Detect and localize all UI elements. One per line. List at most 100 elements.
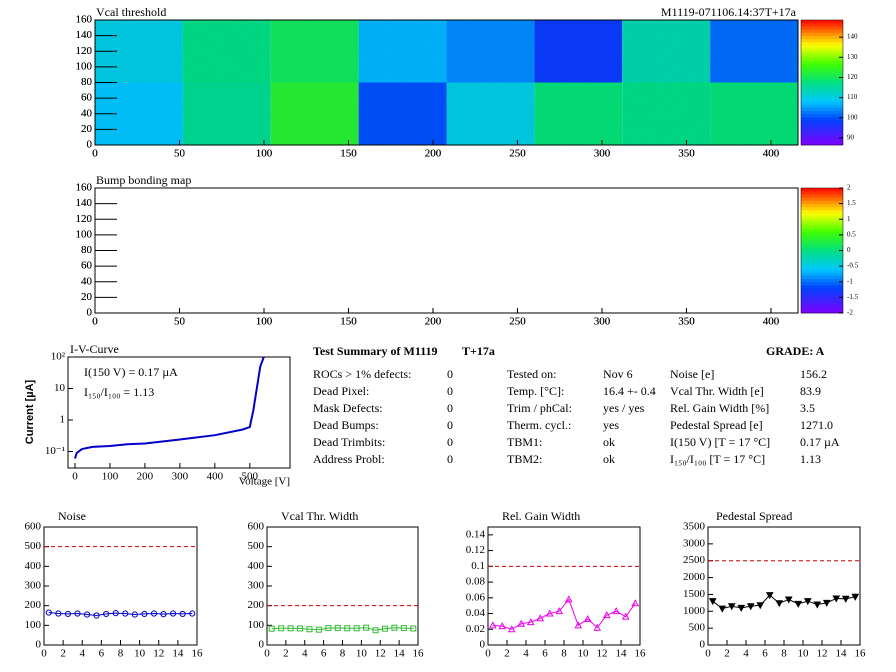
colorbar-step (801, 38, 843, 43)
grade: GRADE: A (766, 344, 825, 358)
plot-frame (707, 526, 861, 646)
marker (765, 592, 774, 600)
y-tick-label: 140 (76, 29, 93, 41)
colorbar-step (801, 213, 843, 217)
colorbar-step (801, 129, 843, 133)
x-tick-label: 200 (425, 316, 442, 328)
marker (410, 625, 417, 632)
colorbar-step (801, 70, 843, 74)
colorbar-step (801, 123, 843, 127)
summary-value: 3.5 (800, 401, 815, 415)
annotation: I₁₅₀/I₁₀₀ = 1.13 (84, 385, 154, 399)
x-tick-label: 400 (207, 471, 224, 483)
summary-label: Pedestal Spread [e] (670, 418, 763, 432)
summary-label: ROCs > 1% defects: (313, 367, 411, 381)
colorbar-step (801, 209, 843, 214)
y-tick-label: 300 (25, 580, 42, 592)
y-tick-label: 60 (81, 92, 93, 104)
colorbar-step (801, 303, 843, 308)
x-tick-label: 400 (763, 316, 780, 328)
y-tick-label: 120 (76, 45, 93, 57)
x-tick-label: 100 (256, 316, 273, 328)
colorbar-step (801, 141, 843, 146)
colorbar-step (801, 54, 843, 58)
colorbar-step (801, 82, 843, 86)
x-tick-label: 16 (192, 648, 204, 660)
x-tick-label: 150 (340, 316, 357, 328)
y-tick-label: 3500 (683, 521, 706, 533)
x-tick-label: 2 (283, 648, 289, 660)
x-tick-label: 250 (509, 148, 526, 160)
marker (564, 595, 573, 603)
x-tick-label: 16 (413, 648, 425, 660)
colorbar-step (801, 32, 843, 36)
y-tick-label: 100 (248, 619, 265, 631)
marker (325, 625, 332, 632)
y-tick-label: 60 (81, 92, 93, 104)
colorbar-step (801, 66, 843, 71)
colorbar-step (801, 116, 843, 121)
summary-value: 156.2 (800, 367, 827, 381)
x-tick-label: 8 (118, 648, 124, 660)
y-tick-label: 0.12 (466, 544, 485, 556)
colorbar-label: 1 (847, 215, 851, 223)
marker (64, 610, 72, 618)
x-tick-label: 100 (102, 471, 119, 483)
x-tick-label: 300 (594, 316, 611, 328)
marker (150, 610, 158, 617)
y-tick-label: 0 (87, 307, 93, 319)
plot-frame (67, 356, 291, 469)
marker (536, 614, 545, 622)
y-tick-label: 160 (76, 182, 93, 194)
marker (545, 609, 554, 617)
colorbar-step (801, 275, 843, 279)
colorbar-step (801, 194, 843, 198)
colorbar-step (801, 26, 843, 30)
summary-value: ok (603, 452, 615, 466)
marker (141, 610, 148, 618)
y-tick-label: 40 (81, 107, 93, 119)
x-tick-label: 8 (561, 648, 567, 660)
x-tick-label: 14 (172, 648, 184, 660)
x-tick-label: 6 (99, 648, 105, 660)
y-tick-label: 40 (81, 107, 93, 119)
y-tick-label: 140 (76, 197, 93, 209)
y-tick-label: 0 (36, 639, 42, 651)
summary-tag: T+17a (462, 344, 495, 358)
colorbar-step (801, 126, 843, 130)
x-tick-label: 250 (509, 148, 526, 160)
colorbar-step (801, 281, 843, 286)
marker (353, 625, 360, 632)
summary-label: Address Probl: (313, 452, 385, 466)
colorbar-step (801, 35, 843, 40)
y-tick-label: 0 (87, 139, 93, 151)
x-tick-label: 0 (92, 148, 98, 160)
colorbar-step (801, 278, 843, 283)
colorbar-step (801, 306, 843, 311)
marker (832, 595, 841, 603)
marker (160, 611, 167, 618)
marker (718, 605, 727, 613)
y-tick-label: 500 (25, 540, 42, 552)
summary-label: Dead Bumps: (313, 418, 379, 432)
colorbar-step (801, 88, 843, 93)
colorbar-step (801, 200, 843, 204)
marker (344, 625, 351, 632)
y-tick-label: 40 (81, 275, 93, 287)
colorbar-step (801, 294, 843, 298)
x-tick-label: 200 (425, 148, 442, 160)
summary-value: 0 (447, 452, 453, 466)
colorbar-step (801, 247, 843, 251)
colorbar-step (801, 238, 843, 242)
colorbar-label: 120 (847, 73, 858, 81)
pixel-noise (95, 20, 798, 145)
marker (737, 604, 746, 612)
marker (131, 611, 138, 618)
x-tick-label: 50 (174, 316, 186, 328)
marker (400, 625, 407, 632)
colorbar-step (801, 216, 843, 220)
summary-label: I₁₅₀/I₁₀₀ [T = 17 °C] (670, 452, 765, 466)
x-tick-label: 12 (597, 648, 608, 660)
summary-label: Dead Pixel: (313, 384, 369, 398)
